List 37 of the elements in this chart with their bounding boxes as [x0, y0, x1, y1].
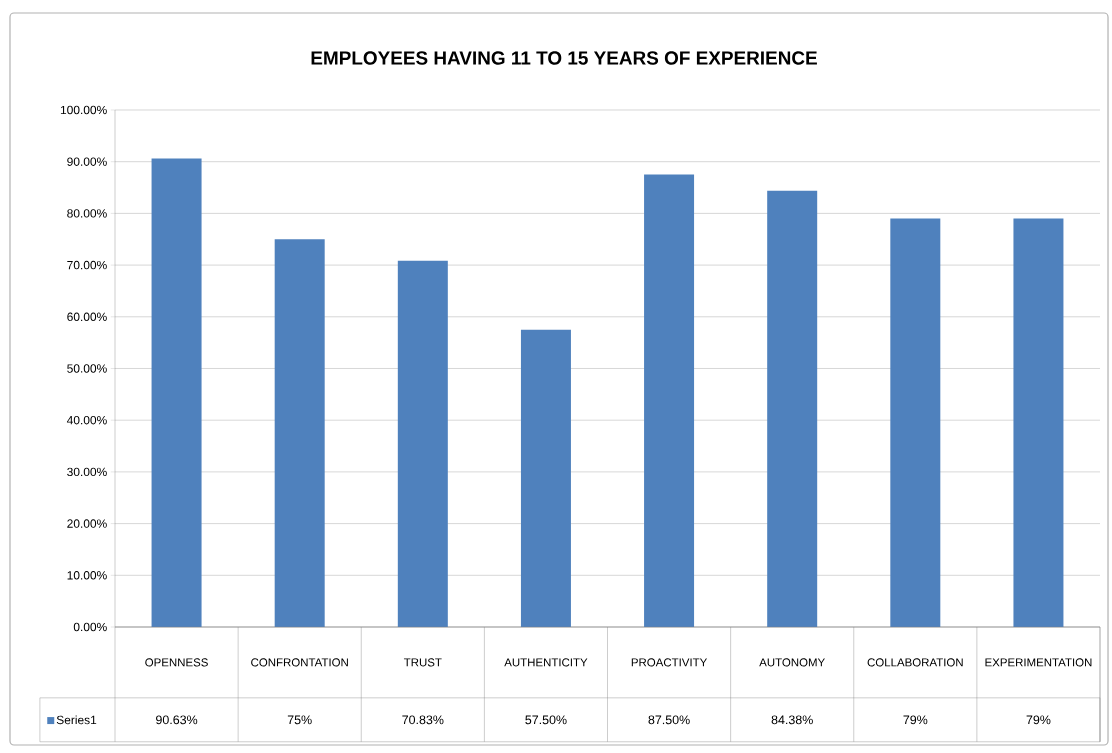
x-tick-label: EXPERIMENTATION [985, 658, 1092, 667]
data-label: 75% [287, 715, 312, 725]
data-label: 79% [1026, 715, 1051, 725]
data-label: 90.63% [156, 715, 198, 725]
y-tick-label: 30.00% [67, 467, 107, 477]
x-tick-label: COLLABORATION [867, 658, 963, 667]
x-tick-label: AUTONOMY [759, 658, 825, 667]
x-tick-label: PROACTIVITY [631, 658, 708, 667]
bar [151, 158, 202, 627]
y-tick-label: 90.00% [67, 157, 107, 166]
bar [274, 239, 325, 627]
bar [890, 218, 941, 627]
y-tick-label: 80.00% [67, 209, 107, 218]
y-tick-label: 100.00% [60, 105, 107, 115]
data-label: 79% [903, 715, 928, 725]
bar [644, 174, 695, 627]
y-tick-label: 20.00% [67, 519, 107, 528]
y-tick-label: 10.00% [67, 571, 107, 580]
y-tick-label: 0.00% [73, 622, 107, 632]
x-tick-label: CONFRONTATION [251, 658, 348, 667]
y-tick-label: 60.00% [67, 312, 107, 322]
bar [520, 329, 571, 627]
data-label: 87.50% [648, 715, 690, 725]
bar [1013, 218, 1064, 627]
y-tick-label: 70.00% [67, 260, 107, 270]
x-tick-label: AUTHENTICITY [504, 658, 588, 667]
x-tick-label: TRUST [403, 658, 442, 667]
legend-label: Series1 [56, 715, 97, 725]
data-label: 57.50% [525, 715, 567, 725]
data-label: 84.38% [771, 715, 813, 725]
y-tick-label: 40.00% [66, 415, 107, 425]
x-tick-label: OPENNESS [145, 658, 208, 667]
bar [397, 260, 448, 627]
bar [767, 190, 818, 627]
data-label: 70.83% [402, 715, 444, 725]
y-tick-label: 50.00% [67, 364, 107, 373]
chart-title: EMPLOYEES HAVING 11 TO 15 YEARS OF EXPERIENCE [311, 51, 817, 65]
